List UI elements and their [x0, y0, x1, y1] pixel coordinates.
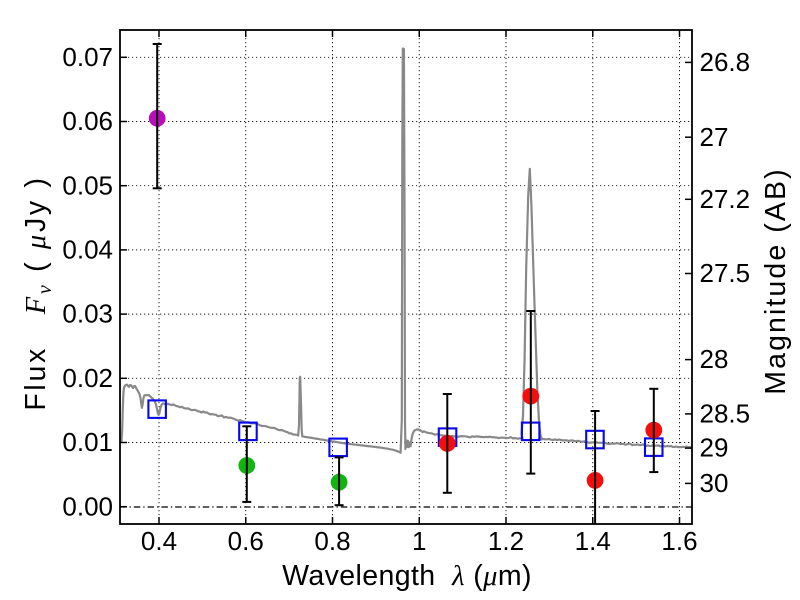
svg-text:0.4: 0.4	[141, 526, 177, 556]
svg-text:0.01: 0.01	[62, 427, 113, 457]
svg-text:1.2: 1.2	[488, 526, 524, 556]
svg-text:0.00: 0.00	[62, 491, 113, 521]
svg-text:0.6: 0.6	[228, 526, 264, 556]
svg-text:29: 29	[700, 433, 729, 463]
svg-text:28: 28	[700, 344, 729, 374]
svg-text:1.6: 1.6	[661, 526, 697, 556]
svg-text:0.05: 0.05	[62, 170, 113, 200]
svg-text:27: 27	[700, 122, 729, 152]
svg-text:0.03: 0.03	[62, 299, 113, 329]
svg-text:30: 30	[700, 468, 729, 498]
svg-text:0.06: 0.06	[62, 106, 113, 136]
svg-text:0.8: 0.8	[314, 526, 350, 556]
svg-text:Magnitude (AB): Magnitude (AB)	[760, 167, 792, 394]
svg-text:27.2: 27.2	[700, 184, 751, 214]
svg-text:Wavelength λ (μm): Wavelength λ (μm)	[282, 560, 532, 592]
svg-text:27.5: 27.5	[700, 258, 751, 288]
svg-text:28.5: 28.5	[700, 399, 751, 429]
svg-text:0.07: 0.07	[62, 42, 113, 72]
svg-text:1.4: 1.4	[575, 526, 611, 556]
svg-text:0.04: 0.04	[62, 235, 113, 265]
svg-text:1: 1	[412, 526, 426, 556]
svg-text:26.8: 26.8	[700, 47, 751, 77]
svg-text:0.02: 0.02	[62, 363, 113, 393]
